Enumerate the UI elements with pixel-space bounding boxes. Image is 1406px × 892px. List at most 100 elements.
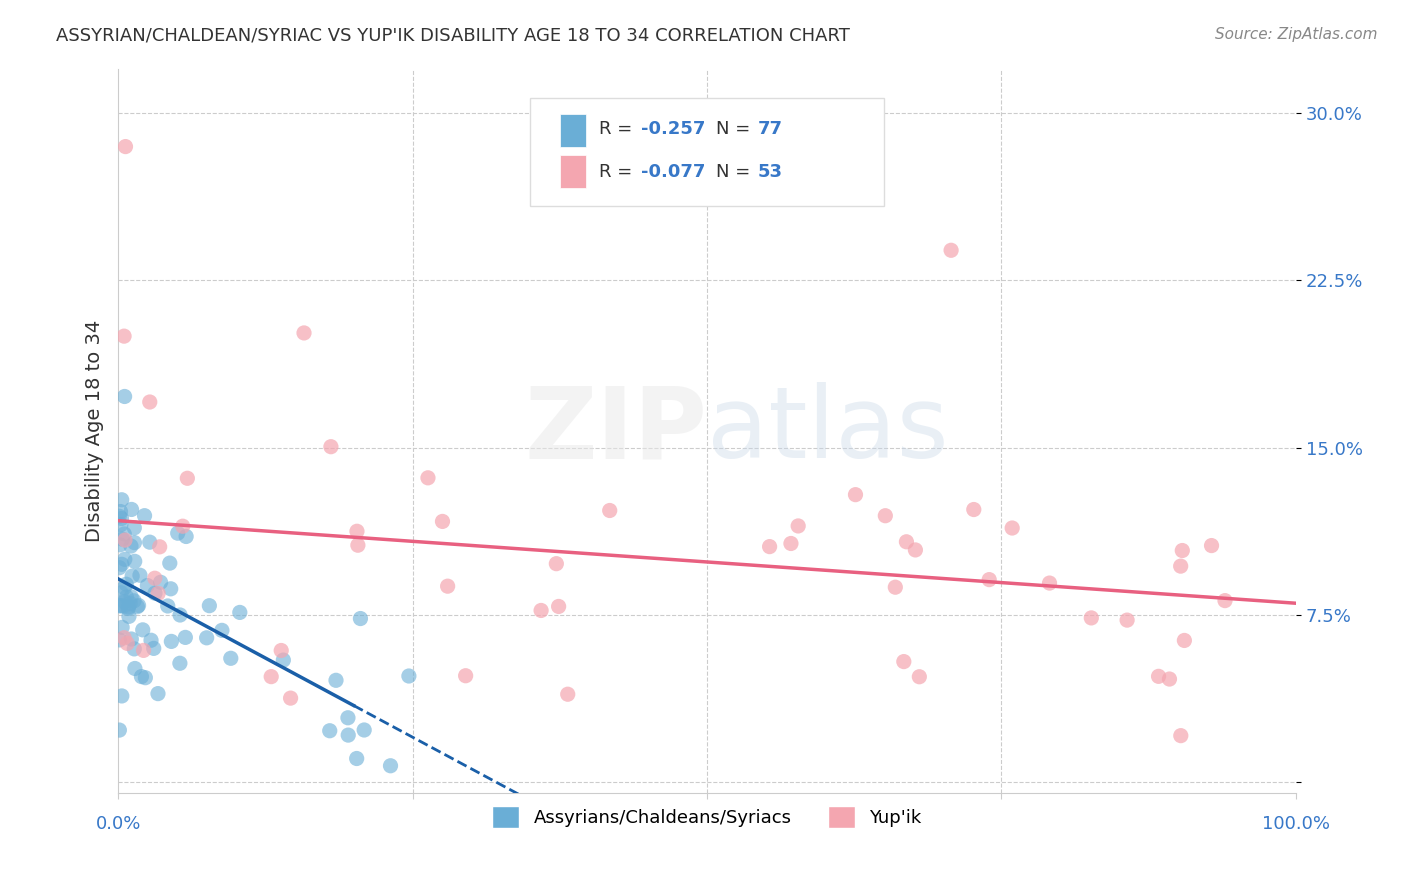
Point (169, 607, 191, 622)
Point (110, 511, 132, 525)
Text: Source: ZipAtlas.com: Source: ZipAtlas.com (1215, 27, 1378, 42)
Point (160, 634, 183, 648)
Point (108, 723, 131, 737)
Point (108, 599, 131, 613)
Point (111, 532, 134, 546)
Point (546, 557, 568, 571)
Y-axis label: Disability Age 18 to 34: Disability Age 18 to 34 (86, 320, 104, 542)
Point (127, 599, 149, 614)
Point (884, 580, 907, 594)
Point (110, 504, 132, 518)
Point (939, 244, 962, 258)
Point (121, 569, 143, 583)
Text: 0.0%: 0.0% (96, 815, 141, 833)
Point (337, 728, 360, 742)
Point (1170, 729, 1192, 743)
Point (273, 653, 295, 667)
Point (1213, 593, 1236, 607)
Point (114, 595, 136, 609)
Text: -0.257: -0.257 (641, 120, 706, 137)
Point (139, 633, 162, 648)
Point (963, 502, 986, 516)
Point (1080, 611, 1102, 625)
Point (1147, 669, 1170, 683)
Text: 100.0%: 100.0% (1261, 815, 1330, 833)
Point (1170, 559, 1192, 574)
Point (111, 558, 134, 572)
Point (111, 620, 134, 634)
Point (1116, 613, 1139, 627)
Point (120, 597, 142, 611)
Point (149, 540, 172, 554)
Point (143, 586, 166, 600)
Point (979, 573, 1001, 587)
Point (112, 599, 135, 613)
Point (398, 669, 420, 683)
Point (112, 631, 135, 645)
Point (111, 689, 134, 703)
Point (117, 636, 139, 650)
Point (134, 508, 156, 523)
Point (117, 601, 139, 615)
Point (156, 599, 179, 613)
Point (787, 519, 810, 533)
Text: atlas: atlas (707, 383, 949, 479)
Point (110, 599, 132, 613)
Point (1001, 521, 1024, 535)
Point (292, 326, 315, 340)
Point (115, 590, 138, 604)
Point (198, 599, 221, 613)
Point (280, 691, 302, 706)
Point (349, 611, 371, 625)
Point (195, 631, 218, 645)
Point (1159, 672, 1181, 686)
Point (149, 575, 172, 590)
Point (844, 488, 866, 502)
Point (115, 577, 138, 591)
Point (530, 603, 553, 617)
Point (114, 389, 136, 403)
Point (346, 524, 368, 539)
Text: ZIP: ZIP (524, 383, 707, 479)
Bar (560, 155, 586, 188)
Point (904, 543, 927, 558)
FancyBboxPatch shape (530, 97, 883, 206)
Point (547, 599, 569, 614)
Point (120, 632, 142, 646)
Point (108, 560, 131, 574)
Point (122, 594, 145, 608)
Point (325, 673, 347, 688)
Point (1201, 539, 1223, 553)
Point (1038, 576, 1060, 591)
Point (1173, 633, 1195, 648)
Point (114, 552, 136, 566)
Point (142, 641, 165, 656)
Point (172, 519, 194, 533)
Point (110, 586, 132, 600)
Point (336, 711, 359, 725)
Point (129, 568, 152, 582)
Point (128, 599, 150, 613)
Point (169, 657, 191, 671)
Point (124, 535, 146, 549)
Point (166, 526, 188, 541)
Point (416, 471, 439, 485)
Point (131, 669, 153, 683)
Point (146, 586, 169, 600)
Point (260, 670, 283, 684)
Point (121, 502, 143, 516)
Point (159, 582, 181, 596)
Text: R =: R = (599, 120, 638, 137)
Point (174, 631, 197, 645)
Point (110, 517, 132, 532)
Point (896, 534, 918, 549)
Point (875, 508, 897, 523)
Point (557, 687, 579, 701)
Point (139, 395, 162, 409)
Point (111, 492, 134, 507)
Point (132, 643, 155, 657)
Point (1171, 543, 1194, 558)
Point (219, 651, 242, 665)
Point (139, 535, 162, 549)
Bar (560, 114, 586, 147)
